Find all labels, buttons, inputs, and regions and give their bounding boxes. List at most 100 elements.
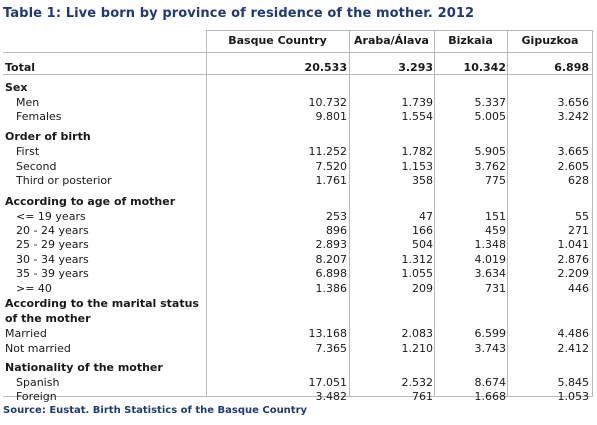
col-divider	[434, 30, 435, 397]
section-title: According to the marital status	[5, 297, 199, 310]
cell-value: 446	[568, 282, 589, 295]
column-header: Basque Country	[228, 34, 327, 47]
row-label: Not married	[5, 342, 71, 355]
cell-value: 7.365	[315, 342, 348, 355]
cell-value: 209	[412, 282, 433, 295]
col-divider	[206, 30, 207, 397]
row-label: Total	[5, 61, 36, 74]
row-label: <= 19 years	[16, 210, 86, 223]
cell-value: 2.083	[401, 327, 434, 340]
column-header: Bizkaia	[448, 34, 493, 47]
cell-value: 4.486	[557, 327, 590, 340]
cell-value: 166	[412, 224, 433, 237]
cell-value: 1.153	[401, 160, 434, 173]
cell-value: 55	[575, 210, 589, 223]
cell-value: 4.019	[474, 253, 507, 266]
cell-value: 2.605	[557, 160, 590, 173]
cell-value: 6.599	[474, 327, 507, 340]
cell-value: 5.845	[557, 376, 590, 389]
cell-value: 896	[326, 224, 347, 237]
table-title: Table 1: Live born by province of reside…	[3, 6, 475, 21]
cell-value: 5.337	[474, 96, 507, 109]
col-divider	[507, 30, 508, 397]
cell-value: 1.041	[557, 238, 590, 251]
cell-value: 1.055	[401, 267, 434, 280]
bottom-rule	[3, 396, 593, 397]
cell-value: 459	[485, 224, 506, 237]
row-label: 30 - 34 years	[16, 253, 89, 266]
cell-value: 2.893	[315, 238, 348, 251]
cell-value: 1.782	[401, 145, 434, 158]
cell-value: 151	[485, 210, 506, 223]
cell-value: 2.209	[557, 267, 590, 280]
cell-value: 2.876	[557, 253, 590, 266]
row-label: Third or posterior	[16, 174, 112, 187]
cell-value: 3.743	[474, 342, 507, 355]
cell-value: 2.532	[401, 376, 434, 389]
cell-value: 3.242	[557, 110, 590, 123]
cell-value: 1.348	[474, 238, 507, 251]
cell-value: 6.898	[315, 267, 348, 280]
row-label: Second	[16, 160, 57, 173]
column-header: Araba/Álava	[354, 34, 429, 47]
cell-value: 10.342	[463, 61, 506, 74]
row-label: First	[16, 145, 40, 158]
cell-value: 11.252	[308, 145, 348, 158]
cell-value: 731	[485, 282, 506, 295]
section-title: Sex	[5, 81, 28, 94]
cell-value: 8.207	[315, 253, 348, 266]
col-divider	[349, 30, 350, 397]
cell-value: 3.762	[474, 160, 507, 173]
cell-value: 775	[485, 174, 506, 187]
cell-value: 253	[326, 210, 347, 223]
col-divider	[592, 30, 593, 397]
section-title: Order of birth	[5, 130, 91, 143]
row-label: Females	[16, 110, 62, 123]
cell-value: 1.386	[315, 282, 348, 295]
row-label: 35 - 39 years	[16, 267, 89, 280]
cell-value: 504	[412, 238, 433, 251]
cell-value: 3.293	[398, 61, 433, 74]
cell-value: 271	[568, 224, 589, 237]
cell-value: 3.634	[474, 267, 507, 280]
cell-value: 20.533	[304, 61, 347, 74]
cell-value: 8.674	[474, 376, 507, 389]
row-label: Married	[5, 327, 47, 340]
section-title: Nationality of the mother	[5, 361, 163, 374]
cell-value: 3.482	[315, 390, 348, 403]
cell-value: 13.168	[308, 327, 348, 340]
row-label: Foreign	[16, 390, 57, 403]
row-label: 25 - 29 years	[16, 238, 89, 251]
total-rule	[3, 74, 593, 75]
cell-value: 3.656	[557, 96, 590, 109]
cell-value: 17.051	[308, 376, 348, 389]
cell-value: 1.312	[401, 253, 434, 266]
cell-value: 5.005	[474, 110, 507, 123]
cell-value: 10.732	[308, 96, 348, 109]
section-title: of the mother	[5, 312, 91, 325]
row-label: Men	[16, 96, 40, 109]
cell-value: 9.801	[315, 110, 348, 123]
header-rule	[3, 52, 593, 53]
source-note: Source: Eustat. Birth Statistics of the …	[3, 405, 308, 416]
cell-value: 628	[568, 174, 589, 187]
data-table: Basque Country Araba/Álava Bizkaia Gipuz…	[3, 30, 593, 397]
cell-value: 1.053	[557, 390, 590, 403]
cell-value: 1.668	[474, 390, 507, 403]
top-rule	[206, 30, 593, 31]
cell-value: 1.739	[401, 96, 434, 109]
column-header: Gipuzkoa	[521, 34, 579, 47]
cell-value: 1.210	[401, 342, 434, 355]
cell-value: 47	[419, 210, 433, 223]
cell-value: 1.554	[401, 110, 434, 123]
cell-value: 3.665	[557, 145, 590, 158]
row-label: 20 - 24 years	[16, 224, 89, 237]
row-label: >= 40	[16, 282, 52, 295]
cell-value: 1.761	[315, 174, 348, 187]
cell-value: 7.520	[315, 160, 348, 173]
section-title: According to age of mother	[5, 195, 176, 208]
cell-value: 761	[412, 390, 433, 403]
row-label: Spanish	[16, 376, 60, 389]
cell-value: 6.898	[554, 61, 589, 74]
cell-value: 358	[412, 174, 433, 187]
